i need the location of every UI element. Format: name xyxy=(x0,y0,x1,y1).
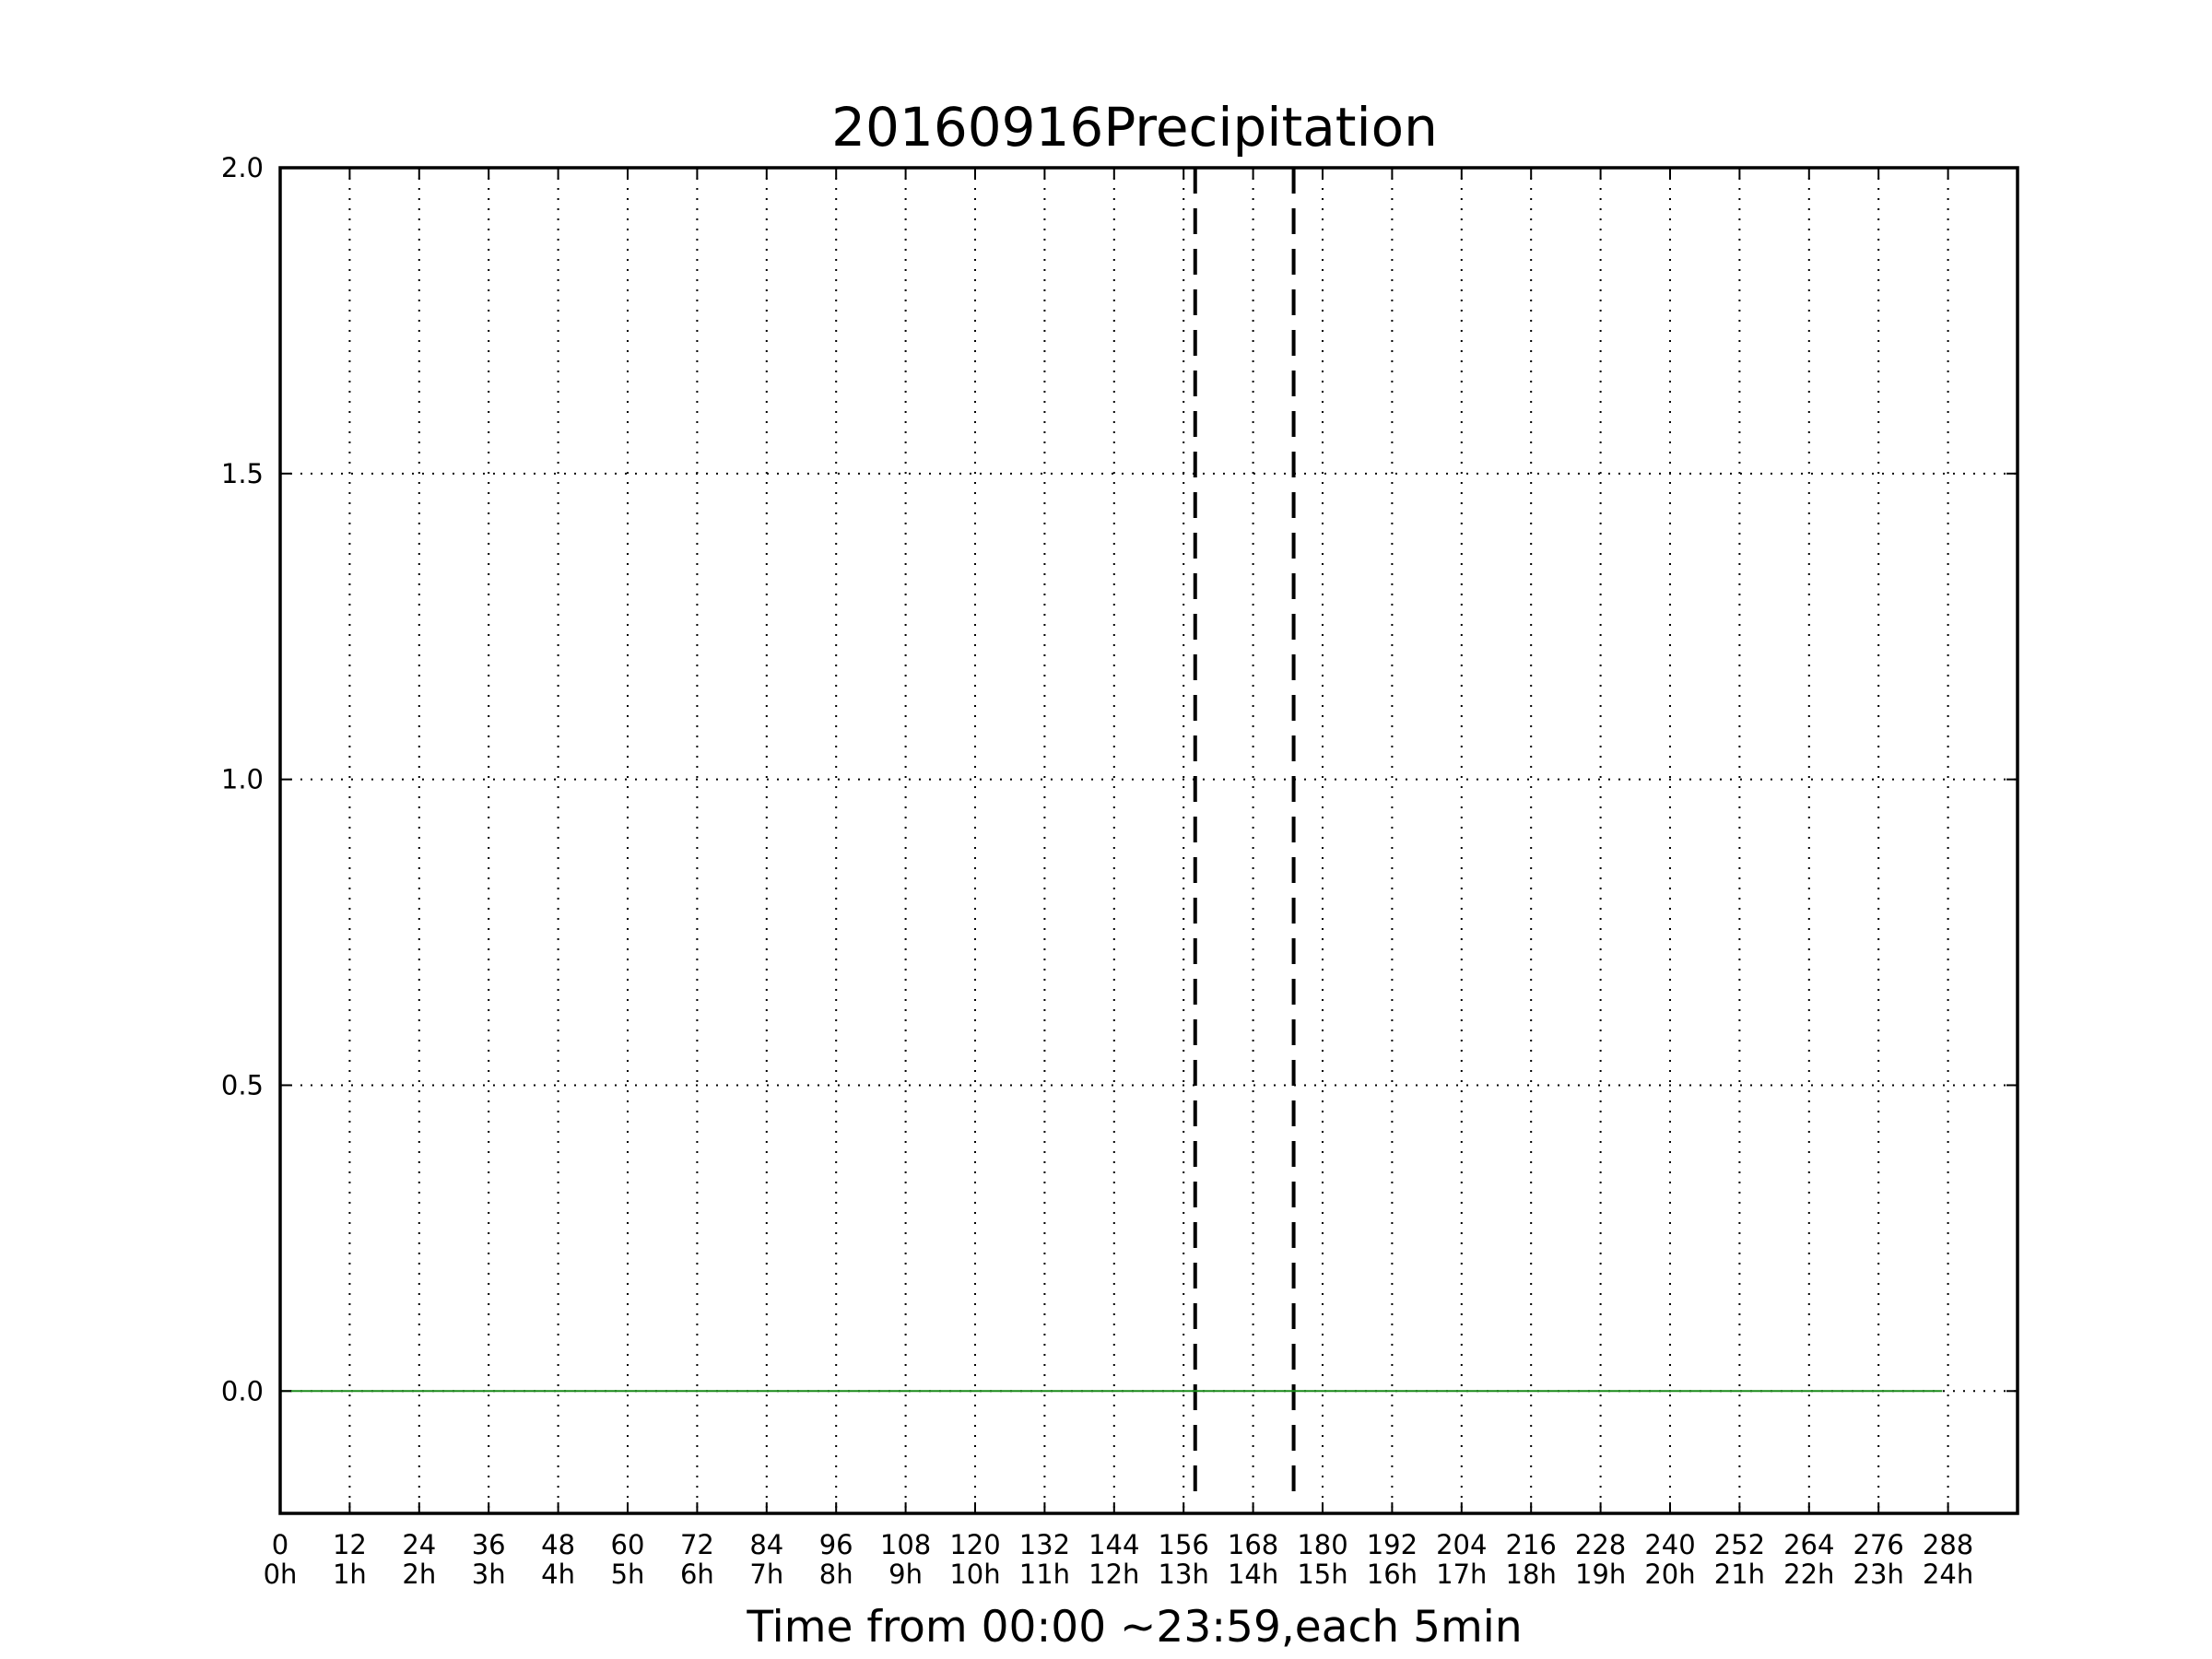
x-tick-label: 72 xyxy=(680,1529,714,1560)
x-axis-label: Time from 00:00 ~23:59,each 5min xyxy=(746,1602,1522,1653)
x-tick-label-hours: 13h xyxy=(1159,1559,1209,1590)
x-tick-label: 264 xyxy=(1783,1529,1834,1560)
x-tick-label: 276 xyxy=(1853,1529,1904,1560)
y-tick-label: 1.0 xyxy=(221,764,264,795)
x-tick-label: 228 xyxy=(1575,1529,1626,1560)
x-tick-label-hours: 10h xyxy=(949,1559,1000,1590)
x-tick-label-hours: 9h xyxy=(888,1559,923,1590)
chart-title: 20160916Precipitation xyxy=(831,96,1438,159)
x-tick-label-hours: 0h xyxy=(264,1559,298,1590)
x-tick-label-hours: 18h xyxy=(1506,1559,1557,1590)
vertical-markers xyxy=(1193,168,1296,1497)
x-tick-label: 48 xyxy=(541,1529,575,1560)
x-tick-label: 0 xyxy=(272,1529,288,1560)
y-tick-labels: 0.0 0.5 1.0 1.5 2.0 xyxy=(221,152,264,1406)
x-tick-label-hours: 15h xyxy=(1297,1559,1347,1590)
x-tick-label-hours: 20h xyxy=(1644,1559,1695,1590)
x-tick-label: 180 xyxy=(1297,1529,1347,1560)
ticks-layer xyxy=(279,167,2018,1513)
x-tick-label-hours: 5h xyxy=(611,1559,645,1590)
x-tick-label-hours: 3h xyxy=(472,1559,506,1590)
grid-layer xyxy=(279,167,2018,1513)
x-tick-label: 216 xyxy=(1506,1529,1557,1560)
x-tick-label: 156 xyxy=(1159,1529,1209,1560)
x-tick-label-hours: 16h xyxy=(1367,1559,1418,1590)
x-tick-label-hours: 14h xyxy=(1228,1559,1278,1590)
plot-frame xyxy=(278,166,2019,1515)
x-tick-label: 252 xyxy=(1714,1529,1765,1560)
x-tick-label: 120 xyxy=(949,1529,1000,1560)
x-tick-label: 168 xyxy=(1228,1529,1278,1560)
y-tick-label: 1.5 xyxy=(221,458,264,489)
y-tick-label: 0.5 xyxy=(221,1069,264,1100)
x-tick-label-hours: 23h xyxy=(1853,1559,1904,1590)
x-tick-label-hours: 2h xyxy=(402,1559,436,1590)
x-tick-label: 132 xyxy=(1019,1529,1070,1560)
x-tick-label: 240 xyxy=(1644,1529,1695,1560)
x-tick-label-hours: 11h xyxy=(1019,1559,1070,1590)
x-tick-label: 96 xyxy=(819,1529,853,1560)
x-tick-label-hours: 8h xyxy=(819,1559,853,1590)
x-tick-label: 204 xyxy=(1436,1529,1487,1560)
x-tick-label-hours: 12h xyxy=(1088,1559,1139,1590)
x-tick-label: 192 xyxy=(1367,1529,1418,1560)
x-tick-label-hours: 22h xyxy=(1783,1559,1834,1590)
x-tick-label: 60 xyxy=(611,1529,645,1560)
x-tick-label-hours: 24h xyxy=(1923,1559,1973,1590)
x-tick-label: 288 xyxy=(1923,1529,1973,1560)
x-tick-label-hours: 6h xyxy=(680,1559,714,1590)
x-tick-label-hours: 1h xyxy=(333,1559,367,1590)
x-tick-label-hours: 21h xyxy=(1714,1559,1765,1590)
x-tick-label: 12 xyxy=(333,1529,367,1560)
x-tick-label: 36 xyxy=(472,1529,506,1560)
x-tick-label: 108 xyxy=(880,1529,931,1560)
y-tick-label: 2.0 xyxy=(221,152,264,183)
y-tick-label: 0.0 xyxy=(221,1375,264,1406)
x-tick-label: 84 xyxy=(749,1529,783,1560)
x-tick-label-hours: 7h xyxy=(749,1559,783,1590)
x-tick-label: 24 xyxy=(402,1529,436,1560)
x-tick-label-hours: 17h xyxy=(1436,1559,1487,1590)
x-tick-label-hours: 19h xyxy=(1575,1559,1626,1590)
x-tick-label-hours: 4h xyxy=(541,1559,575,1590)
x-tick-label: 144 xyxy=(1088,1529,1139,1560)
